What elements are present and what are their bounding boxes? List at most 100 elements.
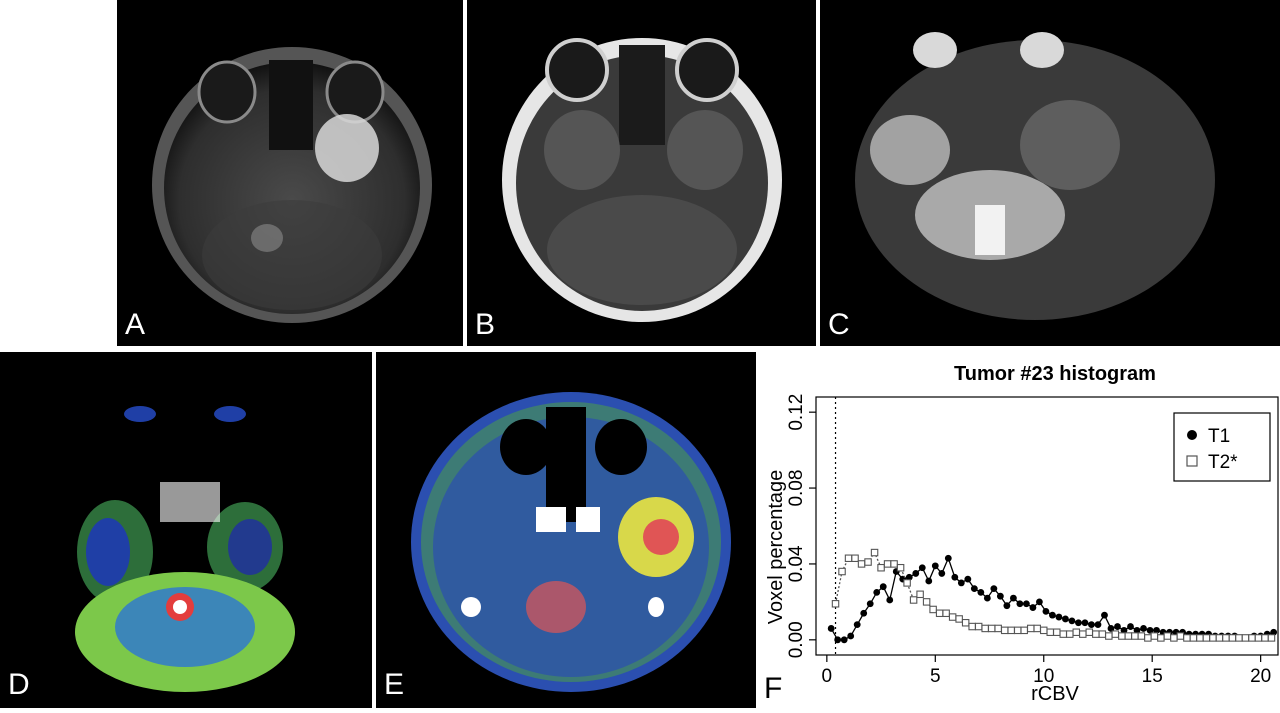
data-point xyxy=(929,605,937,614)
data-point xyxy=(1124,632,1133,640)
data-point xyxy=(1228,634,1237,642)
data-point xyxy=(1261,634,1269,642)
data-point xyxy=(1066,630,1074,638)
data-point xyxy=(1072,628,1081,636)
data-point xyxy=(1120,626,1128,634)
data-point xyxy=(912,570,920,577)
legend-marker xyxy=(1186,455,1198,467)
series-t2star xyxy=(831,548,1276,642)
chart-title: Tumor #23 histogram xyxy=(954,363,1156,385)
data-point xyxy=(1098,630,1107,638)
data-point xyxy=(974,622,983,631)
data-point xyxy=(957,579,965,587)
data-point xyxy=(1241,634,1250,642)
x-tick-label: 5 xyxy=(930,666,941,687)
y-tick-label: 0.04 xyxy=(786,545,807,582)
data-point xyxy=(903,579,911,587)
data-point xyxy=(883,560,892,568)
data-point xyxy=(1092,630,1100,638)
data-point xyxy=(1209,634,1217,642)
x-tick-label: 15 xyxy=(1142,666,1163,687)
panel-label-d: D xyxy=(8,668,30,701)
data-point xyxy=(1062,615,1069,623)
data-point xyxy=(1202,634,1211,642)
y-tick-label: 0.00 xyxy=(786,621,807,658)
data-point xyxy=(1049,611,1056,619)
data-point xyxy=(1163,632,1172,640)
data-point xyxy=(1081,619,1089,627)
data-point xyxy=(1075,619,1082,627)
histogram-chart: Tumor #23 histogram Voxel percentage rCB… xyxy=(765,363,1279,705)
data-point xyxy=(1036,598,1043,606)
x-tick-label: 20 xyxy=(1250,666,1271,687)
brain-image-a xyxy=(152,47,432,323)
data-point xyxy=(1013,626,1022,635)
data-point xyxy=(844,554,853,563)
data-point xyxy=(896,563,905,572)
data-point xyxy=(851,554,859,563)
data-point xyxy=(1042,607,1050,615)
data-point xyxy=(1150,632,1159,640)
data-point xyxy=(831,600,840,608)
brain-image-b xyxy=(502,38,782,322)
data-point xyxy=(968,622,976,631)
data-point xyxy=(1059,630,1068,638)
legend-marker xyxy=(1187,430,1197,440)
mri-panel-a: A xyxy=(117,0,463,346)
data-point xyxy=(1007,626,1015,635)
data-point xyxy=(1003,602,1011,610)
data-point xyxy=(1222,634,1230,642)
data-point xyxy=(922,598,931,606)
data-point xyxy=(866,600,874,608)
x-axis-label: rCBV xyxy=(1031,683,1079,705)
data-point xyxy=(853,621,861,629)
data-point xyxy=(1085,628,1094,636)
x-tick-label: 10 xyxy=(1033,666,1054,687)
data-point xyxy=(948,613,957,621)
data-point xyxy=(970,585,978,593)
rcbv-map-image-e xyxy=(411,392,731,692)
data-point xyxy=(879,583,887,591)
mri-panel-b: B xyxy=(467,0,816,346)
data-point xyxy=(951,573,959,581)
data-point xyxy=(1215,634,1224,642)
data-point xyxy=(1111,630,1120,638)
rcbv-map-panel-e: E xyxy=(376,352,756,708)
data-point xyxy=(996,592,1004,600)
data-point xyxy=(983,594,991,602)
panel-label-b: B xyxy=(475,308,496,341)
data-point xyxy=(1094,621,1102,629)
rcbv-map-panel-d: D xyxy=(0,352,372,708)
data-point xyxy=(1133,626,1141,634)
data-point xyxy=(1053,628,1061,636)
y-tick-label: 0.08 xyxy=(786,470,807,507)
data-point xyxy=(918,564,926,572)
legend-label: T2* xyxy=(1208,452,1238,473)
panel-label-f: F xyxy=(764,672,783,705)
data-point xyxy=(1046,628,1055,636)
data-point xyxy=(1131,632,1139,640)
histogram-panel-f: Tumor #23 histogram Voxel percentage rCB… xyxy=(760,352,1280,708)
x-tick-label: 0 xyxy=(822,666,833,687)
data-point xyxy=(1140,625,1147,632)
data-point xyxy=(1267,634,1276,642)
legend-label: T1 xyxy=(1208,426,1230,447)
data-point xyxy=(1107,625,1115,632)
data-point xyxy=(1189,634,1198,642)
data-point xyxy=(1033,624,1041,633)
data-point xyxy=(944,554,952,562)
y-axis-label: Voxel percentage xyxy=(765,470,787,625)
data-point xyxy=(994,624,1002,633)
data-point xyxy=(1157,634,1165,642)
data-point xyxy=(1114,623,1121,630)
panel-label-a: A xyxy=(125,308,146,341)
data-point xyxy=(1127,623,1134,630)
data-point xyxy=(1144,634,1152,642)
data-point xyxy=(890,560,898,568)
data-point xyxy=(935,609,944,618)
data-point xyxy=(1000,626,1009,635)
data-point xyxy=(1118,632,1126,640)
data-point xyxy=(1022,600,1030,608)
data-point xyxy=(1068,617,1076,625)
